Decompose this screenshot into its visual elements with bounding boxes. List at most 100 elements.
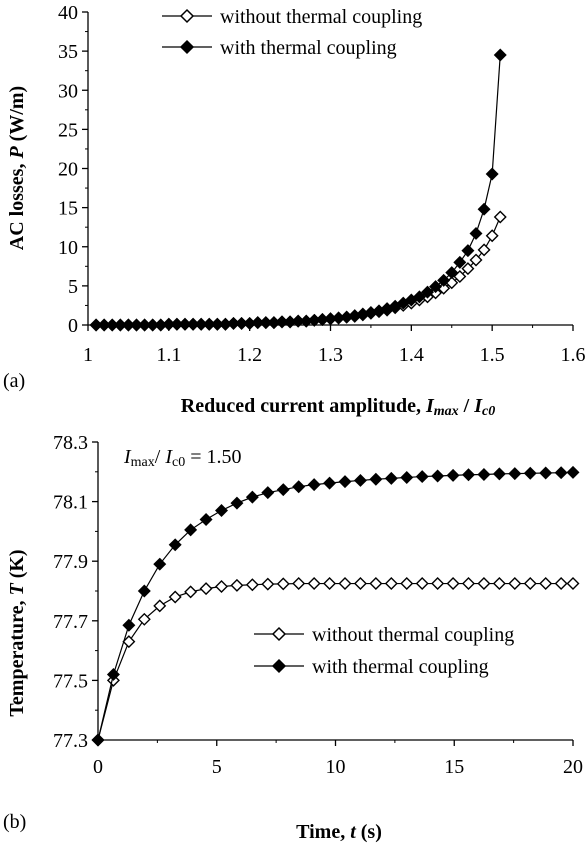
series-line-without-coupling [96, 216, 501, 326]
x-axis-label-a: Reduced current amplitude, Imax / Ic0 [181, 395, 495, 419]
annot-symbol-a: I [123, 446, 132, 468]
data-point-without-coupling [485, 229, 499, 243]
x-tick-label: 5 [212, 756, 222, 778]
data-point-with-coupling [168, 538, 182, 552]
data-point-with-coupling [566, 465, 580, 479]
legend-marker-without-a [179, 8, 195, 24]
data-point-without-coupling [245, 578, 259, 592]
annot-sub-a: max [131, 455, 155, 470]
x-axis-sep-a: / [459, 395, 475, 417]
data-point-with-coupling [199, 512, 213, 526]
y-tick-label: 77.3 [53, 730, 88, 752]
data-point-with-coupling [292, 480, 306, 494]
data-point-with-coupling [445, 266, 459, 280]
data-point-without-coupling [184, 585, 198, 599]
data-point-with-coupling [323, 476, 337, 490]
data-point-without-coupling [215, 580, 228, 594]
annot-sep: / [155, 446, 166, 468]
y-axis-unit-a: (W/m) [6, 86, 28, 147]
x-tick-label: 1.4 [399, 344, 424, 366]
data-point-without-coupling [431, 577, 445, 591]
data-point-without-coupling [122, 635, 136, 649]
data-point-with-coupling [421, 285, 434, 299]
data-point-without-coupling [199, 582, 213, 596]
data-point-without-coupling [276, 577, 290, 591]
data-point-without-coupling [415, 577, 429, 591]
data-point-with-coupling [554, 466, 568, 480]
data-point-without-coupling [539, 577, 553, 591]
data-point-with-coupling [485, 167, 499, 181]
data-point-with-coupling [431, 469, 445, 483]
y-tick-label: 20 [58, 159, 78, 181]
x-tick-label: 1.6 [561, 344, 586, 366]
x-axis-unit-b: (s) [356, 821, 382, 843]
data-point-with-coupling [91, 733, 105, 747]
tick-labels-b: 77.3 77.5 77.7 77.9 78.1 78.3 0 5 10 15 20 [53, 432, 583, 778]
data-point-with-coupling [453, 255, 467, 269]
legend-a: without thermal coupling with thermal co… [162, 6, 422, 59]
y-tick-label: 0 [68, 315, 78, 337]
y-axis-label-a-text: AC losses, [6, 159, 28, 251]
y-tick-label: 30 [58, 80, 78, 102]
x-tick-label: 15 [444, 756, 464, 778]
y-axis-label-b: Temperature, T (K) [6, 549, 28, 716]
y-tick-label: 5 [68, 276, 78, 298]
data-point-with-coupling [461, 244, 475, 258]
tick-labels-a: 0 5 10 15 20 25 30 35 40 1 1.1 1.2 1.3 1.4 1.5 1.6 [58, 2, 586, 366]
data-point-without-coupling [323, 577, 337, 591]
data-point-with-coupling [412, 290, 426, 304]
data-point-with-coupling [477, 202, 491, 216]
legend-label-with-a: with thermal coupling [220, 37, 397, 59]
data-point-with-coupling [137, 584, 151, 598]
x-tick-label: 0 [93, 756, 103, 778]
x-axis-label-b: Time, t (s) [296, 821, 382, 843]
x-axis-symbol-b: t [350, 821, 357, 843]
plot-area-b [91, 441, 580, 747]
y-tick-label: 77.5 [53, 670, 88, 692]
data-point-with-coupling [462, 468, 475, 482]
x-tick-label: 1.2 [237, 344, 262, 366]
data-point-without-coupling [307, 577, 321, 591]
panel-label-b: (b) [3, 811, 26, 833]
data-point-with-coupling [153, 557, 167, 571]
legend-label-without-b: without thermal coupling [312, 624, 514, 646]
legend-label-without-a: without thermal coupling [220, 6, 422, 28]
y-tick-label: 35 [58, 41, 78, 63]
data-point-with-coupling [338, 475, 352, 489]
data-point-with-coupling [122, 618, 136, 632]
annot-value: = 1.50 [185, 446, 241, 468]
data-point-with-coupling [261, 486, 275, 500]
x-axis-label-a-text: Reduced current amplitude, [181, 395, 426, 417]
data-point-without-coupling [493, 210, 507, 224]
y-axis-symbol-b: T [6, 583, 28, 596]
panel-label-a: (a) [3, 370, 25, 392]
data-point-without-coupling [153, 599, 167, 613]
data-point-without-coupling [492, 577, 506, 591]
legend-label-with-b: with thermal coupling [312, 656, 489, 678]
x-axis-label-b-text: Time, [296, 821, 350, 843]
data-point-with-coupling [539, 466, 553, 480]
data-point-without-coupling [384, 577, 398, 591]
data-point-with-coupling [477, 467, 491, 481]
x-axis-sub-a: max [434, 404, 459, 419]
annot-symbol-b: I [164, 446, 173, 468]
data-point-with-coupling [523, 466, 537, 480]
data-point-without-coupling [554, 577, 568, 591]
data-point-with-coupling [369, 472, 383, 486]
x-tick-label: 1.3 [318, 344, 343, 366]
data-point-with-coupling [493, 48, 507, 62]
y-tick-label: 40 [58, 2, 78, 24]
y-tick-label: 78.3 [53, 432, 88, 454]
data-point-with-coupling [276, 483, 290, 497]
data-point-without-coupling [461, 262, 475, 276]
data-point-without-coupling [353, 577, 367, 591]
data-point-with-coupling [307, 478, 321, 492]
data-point-without-coupling [462, 577, 475, 591]
data-point-without-coupling [338, 577, 352, 591]
y-tick-label: 25 [58, 119, 78, 141]
data-point-without-coupling [566, 577, 580, 591]
x-tick-label: 20 [563, 756, 583, 778]
x-tick-label: 1.5 [480, 344, 505, 366]
x-tick-label: 1 [83, 344, 93, 366]
data-point-without-coupling [230, 578, 244, 592]
